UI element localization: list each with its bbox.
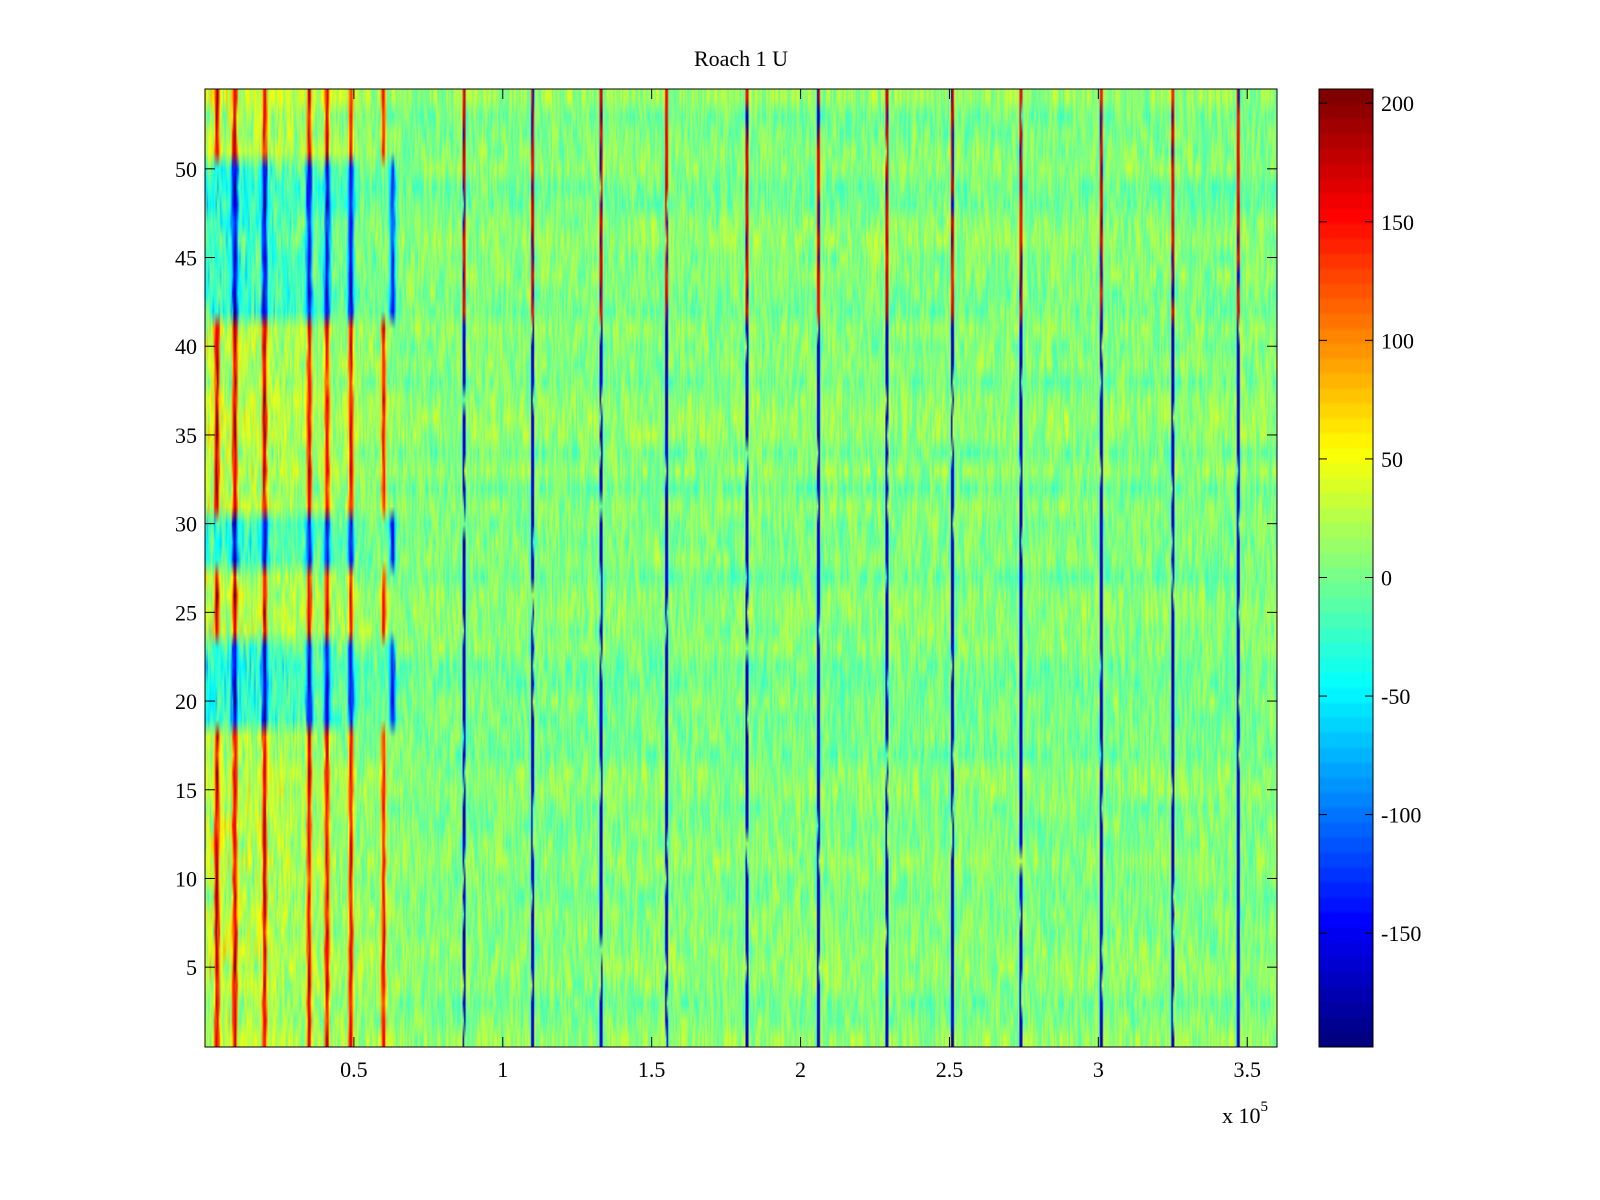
x-axis-multiplier-exponent: 5 [1261,1099,1269,1115]
chart-title: Roach 1 U [694,46,788,71]
y-tick-label: 25 [175,600,197,625]
colorbar-frame [1318,88,1374,1048]
colorbar-image [1319,89,1373,1047]
x-tick-label: 3.5 [1233,1057,1261,1082]
x-tick-label: 2.5 [936,1057,964,1082]
x-tick-label: 2 [795,1057,806,1082]
heatmap-image [205,89,1277,1047]
colorbar-tick-label: 150 [1381,210,1414,235]
y-tick-label: 30 [175,512,197,537]
x-axis-multiplier-base: x 10 [1222,1103,1261,1128]
colorbar-tick-label: -150 [1381,921,1421,946]
colorbar-tick-label: 50 [1381,447,1403,472]
y-tick-label: 35 [175,423,197,448]
colorbar-tick-label: -100 [1381,803,1421,828]
x-tick-label: 0.5 [340,1057,368,1082]
y-tick-label: 40 [175,334,197,359]
y-tick-label: 10 [175,866,197,891]
colorbar-tick-label: 0 [1381,565,1392,590]
colorbar-tick-label: -50 [1381,684,1410,709]
colorbar-tick-label: 200 [1381,91,1414,116]
colorbar: 200 150 100 50 0 -50 -100 -150 [1318,88,1421,1048]
plot-frame [204,88,1278,1048]
x-axis-ticks: 0.5 1 1.5 2 2.5 3 3.5 [340,89,1261,1082]
y-tick-label: 15 [175,778,197,803]
x-tick-label: 1.5 [638,1057,666,1082]
heatmap-plot-area: 0.5 1 1.5 2 2.5 3 3.5 5 10 15 20 25 30 35 40 45 50 [175,88,1278,1082]
colorbar-tick-label: 100 [1381,328,1414,353]
colorbar-ticks: 200 150 100 50 0 -50 -100 -150 [1319,91,1421,946]
y-tick-label: 45 [175,246,197,271]
y-tick-label: 50 [175,157,197,182]
x-axis-multiplier: x 105 [1222,1099,1268,1128]
x-tick-label: 1 [497,1057,508,1082]
y-tick-label: 20 [175,689,197,714]
x-tick-label: 3 [1093,1057,1104,1082]
y-axis-ticks: 5 10 15 20 25 30 35 40 45 50 [175,157,1277,980]
y-tick-label: 5 [186,955,197,980]
